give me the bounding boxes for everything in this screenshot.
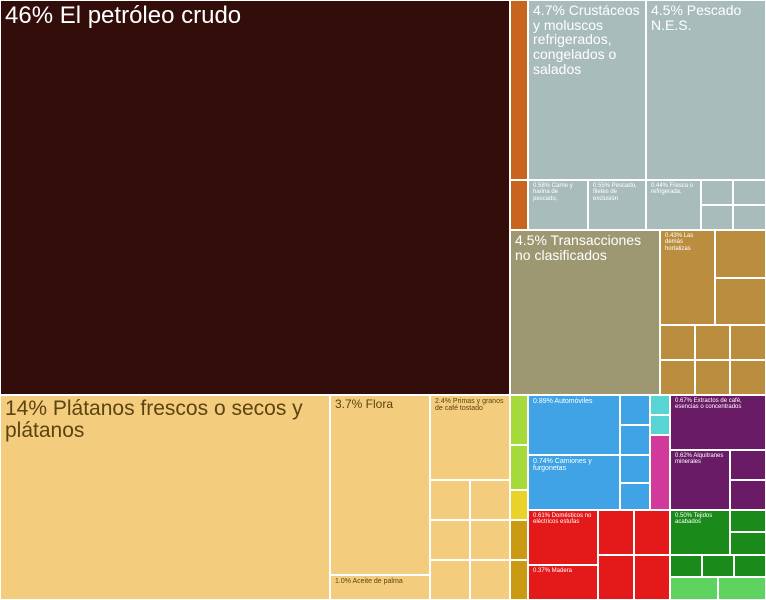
cell-yellow-i [510, 560, 528, 600]
cell-veg-e [730, 325, 766, 360]
cell-blue-b [620, 425, 650, 455]
cell-blue-a [620, 395, 650, 425]
cell-red-a [598, 510, 634, 555]
cell-veg-c [660, 325, 695, 360]
cell-petroleo: 46% El petróleo crudo [0, 0, 510, 395]
cell-crustaceos: 4.7% Crustáceos y moluscos refrigerados,… [528, 0, 646, 180]
cell-veg-h [730, 360, 766, 395]
cell-hortalizas: 0.43% Las demás hortalizas [660, 230, 715, 325]
cell-madera: 0.37% Madera [528, 565, 598, 600]
cell-fish-tiny-4 [733, 205, 766, 230]
cell-yellow-f [470, 560, 510, 600]
cell-label: 4.5% Transacciones no clasificados [515, 233, 655, 262]
cell-veg-d [695, 325, 730, 360]
cell-yellow-b [470, 480, 510, 520]
cell-lime-b [510, 445, 528, 490]
cell-green-c [670, 555, 702, 577]
cell-label: 2.4% Primas y granos de café tostado [435, 398, 505, 413]
cell-green-b [730, 532, 766, 555]
cell-yellow-e [430, 560, 470, 600]
cell-carne-harina: 0.58% Carne y harina de pescado, [528, 180, 588, 230]
cell-yellow-g [510, 490, 528, 520]
cell-veg-g [695, 360, 730, 395]
cell-veg-b [715, 278, 766, 325]
cell-cafe: 2.4% Primas y granos de café tostado [430, 395, 510, 480]
export-treemap: 46% El petróleo crudo 4.7% Crustáceos y m… [0, 0, 766, 600]
cell-label: 0.62% Alquitranes minerales [675, 453, 725, 466]
cell-purple-a [730, 450, 766, 480]
cell-fish-strip-a [510, 180, 528, 230]
cell-fresca-refrig: 0.44% Fresca o refrigerada, [646, 180, 701, 230]
cell-label: 0.61% Domésticos no eléctricos estufas [533, 513, 593, 526]
cell-label: 0.43% Las demás hortalizas [665, 233, 710, 252]
cell-blue-d [620, 483, 650, 510]
cell-petro-strip [510, 0, 528, 180]
cell-green-e [734, 555, 766, 577]
cell-label: 0.37% Madera [533, 568, 593, 574]
cell-red-d [634, 555, 670, 600]
cell-lime-a [510, 395, 528, 445]
cell-label: 46% El petróleo crudo [5, 3, 505, 28]
cell-lime-c [670, 577, 718, 600]
cell-yellow-a [430, 480, 470, 520]
cell-automoviles: 0.89% Automóviles [528, 395, 620, 455]
cell-label: 0.50% Tejidos acabados [675, 513, 725, 526]
cell-label: 0.44% Fresca o refrigerada, [651, 183, 696, 196]
cell-blue-c [620, 455, 650, 483]
cell-pink-a [650, 435, 670, 510]
cell-yellow-d [470, 520, 510, 560]
cell-flora: 3.7% Flora [330, 395, 430, 575]
cell-label: 1.0% Aceite de palma [335, 578, 425, 585]
cell-veg-f [660, 360, 695, 395]
cell-yellow-h [510, 520, 528, 560]
cell-green-a [730, 510, 766, 532]
cell-fish-tiny-3 [701, 205, 733, 230]
cell-red-b [634, 510, 670, 555]
cell-camiones: 0.74% Camiones y furgonetas [528, 455, 620, 510]
cell-fish-tiny-1 [701, 180, 733, 205]
cell-domesticos: 0.61% Domésticos no eléctricos estufas [528, 510, 598, 565]
cell-label: 0.74% Camiones y furgonetas [533, 458, 615, 473]
cell-pescado-filetes: 0.55% Pescado, filetes de exclusión [588, 180, 646, 230]
cell-red-c [598, 555, 634, 600]
cell-platanos: 14% Plátanos frescos o secos y plátanos [0, 395, 330, 600]
cell-extractos-cafe: 0.67% Extractos de café, esencias o conc… [670, 395, 766, 450]
cell-label: 4.5% Pescado N.E.S. [651, 3, 761, 32]
cell-yellow-c [430, 520, 470, 560]
cell-aceite-palma: 1.0% Aceite de palma [330, 575, 430, 600]
cell-label: 0.55% Pescado, filetes de exclusión [593, 183, 641, 202]
cell-transacciones: 4.5% Transacciones no clasificados [510, 230, 660, 395]
cell-veg-a [715, 230, 766, 278]
cell-label: 14% Plátanos frescos o secos y plátanos [5, 398, 325, 442]
cell-pescado-nes: 4.5% Pescado N.E.S. [646, 0, 766, 180]
cell-fish-tiny-2 [733, 180, 766, 205]
cell-label: 0.67% Extractos de café, esencias o conc… [675, 398, 761, 411]
cell-green-d [702, 555, 734, 577]
cell-lime-d [718, 577, 766, 600]
cell-label: 4.7% Crustáceos y moluscos refrigerados,… [533, 3, 641, 76]
cell-label: 0.89% Automóviles [533, 398, 615, 405]
cell-tejidos: 0.50% Tejidos acabados [670, 510, 730, 555]
cell-purple-b [730, 480, 766, 510]
cell-label: 0.58% Carne y harina de pescado, [533, 183, 583, 202]
cell-label: 3.7% Flora [335, 398, 425, 411]
cell-alquitranes: 0.62% Alquitranes minerales [670, 450, 730, 510]
cell-cyan-a [650, 395, 670, 415]
cell-cyan-b [650, 415, 670, 435]
